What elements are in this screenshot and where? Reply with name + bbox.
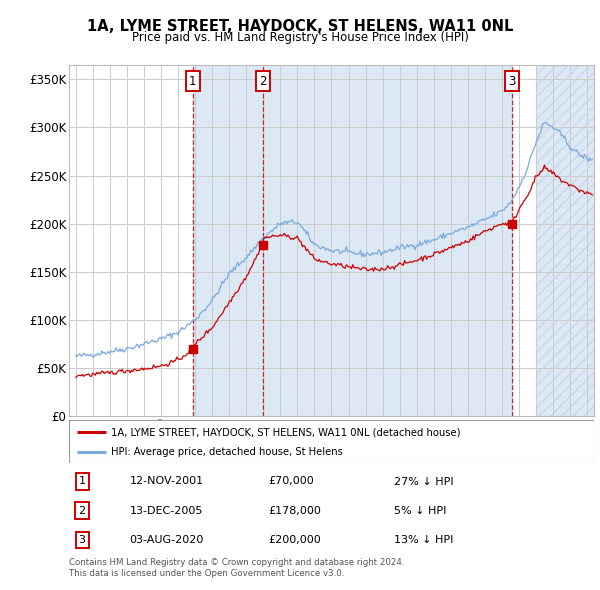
Text: £200,000: £200,000 xyxy=(269,535,321,545)
Text: 13-DEC-2005: 13-DEC-2005 xyxy=(130,506,203,516)
Text: Contains HM Land Registry data © Crown copyright and database right 2024.: Contains HM Land Registry data © Crown c… xyxy=(69,558,404,566)
Text: 1: 1 xyxy=(79,477,86,487)
Text: 1: 1 xyxy=(189,75,197,88)
Text: 27% ↓ HPI: 27% ↓ HPI xyxy=(395,477,454,487)
Bar xyxy=(193,65,263,416)
Text: 2: 2 xyxy=(259,75,266,88)
Text: 3: 3 xyxy=(79,535,86,545)
FancyBboxPatch shape xyxy=(69,420,594,463)
Text: 3: 3 xyxy=(508,75,515,88)
Text: 1A, LYME STREET, HAYDOCK, ST HELENS, WA11 0NL (detached house): 1A, LYME STREET, HAYDOCK, ST HELENS, WA1… xyxy=(111,427,461,437)
Text: 2: 2 xyxy=(79,506,86,516)
Text: This data is licensed under the Open Government Licence v3.0.: This data is licensed under the Open Gov… xyxy=(69,569,344,578)
Text: 03-AUG-2020: 03-AUG-2020 xyxy=(130,535,204,545)
Text: £70,000: £70,000 xyxy=(269,477,314,487)
Bar xyxy=(536,65,594,416)
Text: £178,000: £178,000 xyxy=(269,506,322,516)
Text: Price paid vs. HM Land Registry's House Price Index (HPI): Price paid vs. HM Land Registry's House … xyxy=(131,31,469,44)
Bar xyxy=(263,65,512,416)
Text: HPI: Average price, detached house, St Helens: HPI: Average price, detached house, St H… xyxy=(111,447,343,457)
Bar xyxy=(536,65,594,416)
Text: 1A, LYME STREET, HAYDOCK, ST HELENS, WA11 0NL: 1A, LYME STREET, HAYDOCK, ST HELENS, WA1… xyxy=(87,19,513,34)
Text: 12-NOV-2001: 12-NOV-2001 xyxy=(130,477,203,487)
Text: 13% ↓ HPI: 13% ↓ HPI xyxy=(395,535,454,545)
Text: 5% ↓ HPI: 5% ↓ HPI xyxy=(395,506,447,516)
